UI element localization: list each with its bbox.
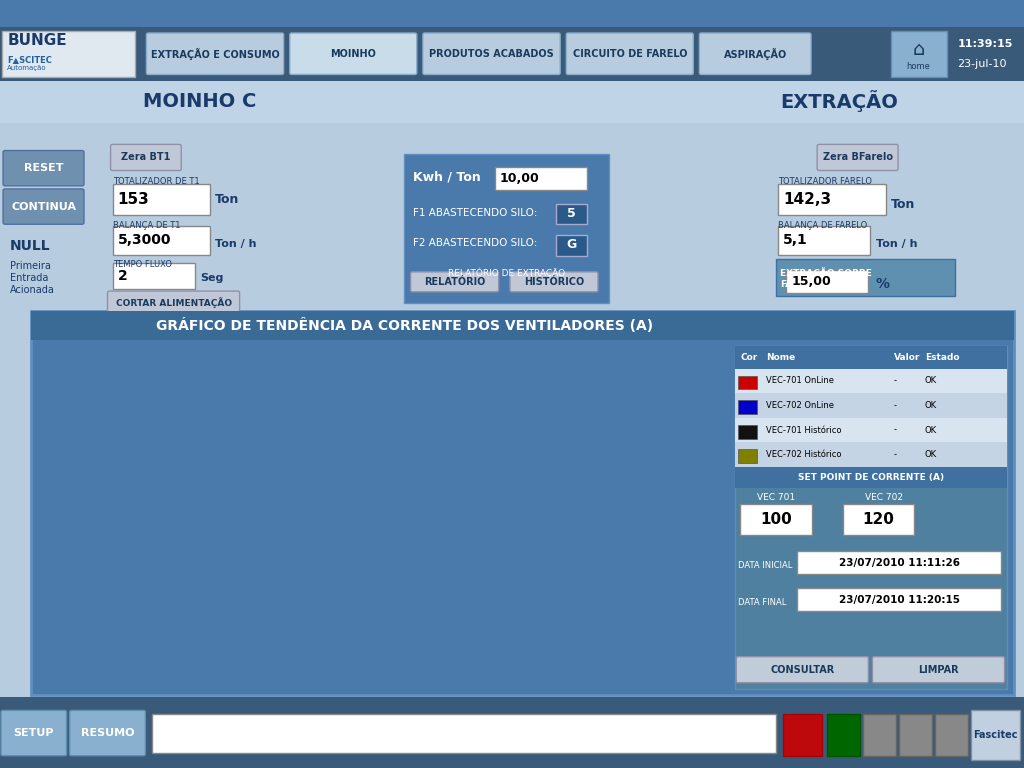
Text: 11:39:15: 11:39:15 — [957, 38, 1013, 49]
Text: Automação: Automação — [7, 65, 47, 71]
Text: OK: OK — [925, 425, 937, 435]
X-axis label: On-Line: On-Line — [382, 319, 422, 329]
Text: SET POINT DE CORRENTE (A): SET POINT DE CORRENTE (A) — [798, 473, 944, 482]
Text: Nome: Nome — [766, 353, 796, 362]
Text: DATA FINAL: DATA FINAL — [738, 598, 786, 607]
Text: ASPIRAÇÃO: ASPIRAÇÃO — [724, 48, 786, 60]
Text: 5,1: 5,1 — [783, 233, 808, 247]
Text: -: - — [894, 450, 897, 459]
Text: SETUP: SETUP — [13, 728, 54, 738]
Text: RELATÓRIO DE EXTRAÇÃO: RELATÓRIO DE EXTRAÇÃO — [449, 267, 565, 278]
Text: Primeira
Entrada
Acionada: Primeira Entrada Acionada — [10, 261, 55, 295]
Text: OK: OK — [925, 450, 937, 459]
Text: G: G — [566, 239, 577, 251]
Text: EXTRAÇÃO E CONSUMO: EXTRAÇÃO E CONSUMO — [151, 48, 280, 60]
Text: Fascitec: Fascitec — [973, 730, 1018, 740]
Text: BUNGE: BUNGE — [7, 33, 67, 48]
Text: Zera BT1: Zera BT1 — [121, 152, 171, 163]
Text: F2 ABASTECENDO SILO:: F2 ABASTECENDO SILO: — [413, 238, 537, 249]
Text: 120: 120 — [862, 511, 895, 527]
Text: TOTALIZADOR FARELO: TOTALIZADOR FARELO — [778, 177, 872, 186]
Text: 2: 2 — [118, 269, 128, 283]
Text: MOINHO: MOINHO — [331, 48, 376, 59]
Text: TOTALIZADOR DE T1: TOTALIZADOR DE T1 — [113, 177, 200, 186]
Text: GRÁFICO DE TENDÊNCIA DA CORRENTE DOS VENTILADORES (A): GRÁFICO DE TENDÊNCIA DA CORRENTE DOS VEN… — [156, 318, 653, 333]
Text: Ton: Ton — [215, 194, 240, 206]
Text: EXTRAÇÃO: EXTRAÇÃO — [780, 91, 899, 112]
Text: CORTAR ALIMENTAÇÃO: CORTAR ALIMENTAÇÃO — [116, 296, 231, 308]
Text: DATA INICIAL: DATA INICIAL — [738, 561, 793, 570]
Text: Estado: Estado — [925, 353, 959, 362]
Text: %: % — [876, 277, 890, 291]
Text: BALANÇA DE FARELO: BALANÇA DE FARELO — [778, 221, 867, 230]
Text: LIMPAR: LIMPAR — [919, 664, 958, 675]
Text: Valor: Valor — [894, 353, 921, 362]
Text: home: home — [906, 62, 931, 71]
Text: 23/07/2010 11:11:26: 23/07/2010 11:11:26 — [839, 558, 959, 568]
Text: NULL: NULL — [10, 239, 51, 253]
Text: RELATÓRIO: RELATÓRIO — [424, 276, 485, 287]
Text: MOINHO C: MOINHO C — [143, 92, 257, 111]
Text: 142,3: 142,3 — [783, 192, 831, 207]
Text: VEC-702 Histórico: VEC-702 Histórico — [766, 450, 842, 459]
Text: -: - — [894, 376, 897, 386]
Text: 10,00: 10,00 — [500, 172, 540, 184]
Text: VEC 702: VEC 702 — [864, 493, 903, 502]
Text: Cor: Cor — [740, 353, 758, 362]
Text: 23/07/2010 11:20:15: 23/07/2010 11:20:15 — [839, 594, 959, 605]
Text: EXTRAÇÃO SOBRE
FARELO:: EXTRAÇÃO SOBRE FARELO: — [780, 267, 872, 289]
Text: VEC-701 OnLine: VEC-701 OnLine — [766, 376, 834, 386]
Text: CONSULTAR: CONSULTAR — [770, 664, 835, 675]
Text: Kwh / Ton: Kwh / Ton — [413, 170, 480, 183]
Text: 15,00: 15,00 — [792, 276, 831, 288]
Text: TEMPO FLUXO: TEMPO FLUXO — [113, 260, 172, 269]
Text: BALANÇA DE T1: BALANÇA DE T1 — [113, 221, 180, 230]
Text: HISTÓRICO: HISTÓRICO — [524, 276, 584, 287]
Text: 5,3000: 5,3000 — [118, 233, 171, 247]
Text: OK: OK — [925, 401, 937, 410]
Text: CIRCUITO DE FARELO: CIRCUITO DE FARELO — [572, 48, 687, 59]
Text: ⌂: ⌂ — [912, 41, 925, 59]
X-axis label: Histórico: Histórico — [379, 662, 425, 672]
Text: F▲SCITEC: F▲SCITEC — [7, 55, 52, 64]
Text: -: - — [894, 401, 897, 410]
Text: -: - — [894, 425, 897, 435]
Text: Ton / h: Ton / h — [215, 239, 257, 250]
Text: VEC 701: VEC 701 — [757, 493, 796, 502]
Text: Zera BFarelo: Zera BFarelo — [822, 152, 893, 163]
Text: F1 ABASTECENDO SILO:: F1 ABASTECENDO SILO: — [413, 207, 537, 218]
Text: PRODUTOS ACABADOS: PRODUTOS ACABADOS — [429, 48, 554, 59]
Text: OK: OK — [925, 376, 937, 386]
Text: 5: 5 — [567, 207, 575, 220]
Text: CONTINUA: CONTINUA — [11, 201, 76, 212]
Text: 100: 100 — [760, 511, 793, 527]
Text: Seg: Seg — [201, 273, 224, 283]
Text: RESUMO: RESUMO — [81, 728, 134, 738]
Text: VEC-701 Histórico: VEC-701 Histórico — [766, 425, 842, 435]
Text: Ton / h: Ton / h — [876, 239, 918, 250]
Text: VEC-702 OnLine: VEC-702 OnLine — [766, 401, 834, 410]
Text: 23-jul-10: 23-jul-10 — [957, 58, 1007, 69]
Text: 153: 153 — [118, 192, 150, 207]
Text: Ton: Ton — [891, 198, 915, 210]
Text: RESET: RESET — [24, 163, 63, 174]
